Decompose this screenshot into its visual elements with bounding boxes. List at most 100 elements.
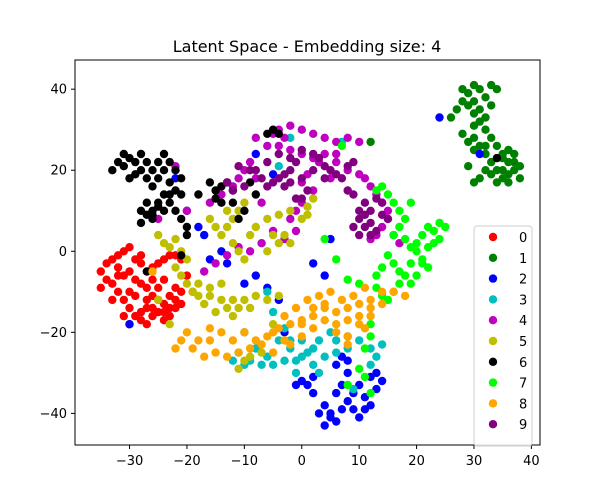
- data-point-8-32: [355, 311, 364, 321]
- data-point-7-2: [400, 234, 410, 244]
- data-point-2-34: [200, 230, 209, 240]
- data-point-8-21: [222, 352, 232, 361]
- data-point-6-24: [159, 206, 169, 215]
- data-point-8-35: [389, 287, 398, 296]
- data-point-0-3: [113, 263, 123, 272]
- data-point-8-41: [337, 295, 347, 305]
- data-point-8-45: [280, 311, 289, 321]
- data-point-0-2: [108, 255, 117, 264]
- data-point-8-11: [309, 311, 318, 321]
- data-point-6-54: [177, 251, 186, 260]
- series-1: [366, 80, 525, 187]
- data-point-6-56: [240, 206, 249, 215]
- data-point-8-47: [171, 344, 180, 353]
- data-point-4-3: [309, 129, 318, 138]
- data-point-0-21: [113, 287, 123, 296]
- data-point-2-13: [343, 368, 352, 378]
- data-point-8-40: [326, 287, 335, 296]
- data-point-8-16: [366, 303, 375, 313]
- data-point-2-44: [320, 271, 329, 280]
- data-point-2-29: [332, 388, 341, 398]
- data-point-8-7: [263, 332, 272, 341]
- data-point-3-32: [263, 287, 272, 296]
- data-point-7-15: [418, 230, 427, 240]
- x-tick-label: 30: [466, 454, 483, 469]
- data-point-5-12: [217, 295, 226, 305]
- data-point-6-8: [165, 157, 174, 167]
- data-point-3-7: [291, 368, 301, 378]
- data-point-0-57: [177, 299, 186, 309]
- data-point-8-52: [148, 267, 157, 276]
- data-point-7-10: [395, 279, 404, 288]
- x-tick-label: 20: [408, 454, 425, 469]
- axes-frame: [74, 59, 541, 446]
- data-point-4-41: [182, 206, 192, 215]
- data-point-2-18: [320, 421, 329, 430]
- data-point-3-21: [309, 344, 318, 353]
- data-point-7-1: [395, 222, 404, 232]
- data-point-0-52: [113, 271, 123, 280]
- data-point-5-44: [274, 239, 283, 248]
- data-point-8-23: [245, 344, 255, 353]
- data-point-5-46: [268, 230, 278, 240]
- data-point-7-8: [406, 259, 415, 268]
- data-point-4-37: [234, 174, 243, 183]
- legend-label-7: 7: [519, 377, 527, 392]
- data-point-8-18: [188, 344, 197, 353]
- data-point-7-44: [337, 141, 347, 151]
- data-point-4-50: [211, 259, 220, 268]
- data-point-8-50: [343, 332, 352, 341]
- data-point-7-17: [429, 226, 438, 236]
- data-point-9-17: [297, 174, 306, 183]
- data-point-8-3: [217, 328, 226, 337]
- data-point-0-33: [119, 311, 128, 321]
- data-point-4-13: [286, 145, 295, 155]
- data-point-5-53: [234, 364, 243, 373]
- data-point-8-19: [200, 352, 209, 361]
- data-point-2-16: [349, 405, 358, 414]
- data-point-9-47: [286, 153, 295, 163]
- legend-label-5: 5: [519, 335, 527, 350]
- data-point-9-32: [366, 218, 375, 228]
- data-point-2-47: [435, 113, 444, 122]
- data-point-7-28: [441, 222, 450, 232]
- data-point-9-19: [297, 194, 306, 203]
- data-point-5-23: [228, 311, 238, 321]
- data-point-5-22: [245, 303, 255, 313]
- data-point-6-40: [205, 178, 215, 187]
- data-point-4-20: [360, 174, 370, 183]
- data-point-1-39: [366, 137, 375, 147]
- data-point-1-4: [481, 93, 490, 102]
- data-point-5-50: [309, 194, 318, 203]
- series-2: [125, 113, 484, 430]
- data-point-0-32: [108, 295, 117, 305]
- data-point-6-59: [194, 190, 203, 199]
- data-point-5-7: [177, 271, 186, 280]
- data-point-7-42: [366, 388, 375, 398]
- data-point-7-20: [412, 271, 421, 280]
- data-point-7-30: [383, 190, 393, 199]
- data-point-7-39: [360, 344, 370, 353]
- legend-box: [473, 225, 533, 447]
- data-point-7-41: [360, 372, 370, 382]
- data-point-1-26: [469, 178, 479, 187]
- data-point-0-39: [165, 251, 174, 260]
- data-point-7-24: [383, 251, 393, 260]
- data-point-0-35: [136, 307, 146, 317]
- data-point-6-13: [148, 182, 157, 191]
- data-point-7-43: [343, 380, 352, 390]
- x-tick-label: −10: [231, 454, 258, 469]
- data-point-5-11: [205, 291, 215, 301]
- data-point-8-0: [182, 328, 192, 337]
- data-point-1-48: [487, 170, 496, 179]
- data-point-5-41: [274, 210, 283, 219]
- data-point-5-10: [194, 291, 203, 301]
- data-point-1-46: [464, 162, 473, 171]
- data-point-4-17: [332, 157, 341, 167]
- data-point-3-11: [332, 336, 341, 345]
- legend-marker-7: [488, 378, 498, 387]
- data-point-9-14: [263, 182, 272, 191]
- data-point-9-45: [263, 157, 272, 167]
- data-point-6-28: [182, 222, 192, 232]
